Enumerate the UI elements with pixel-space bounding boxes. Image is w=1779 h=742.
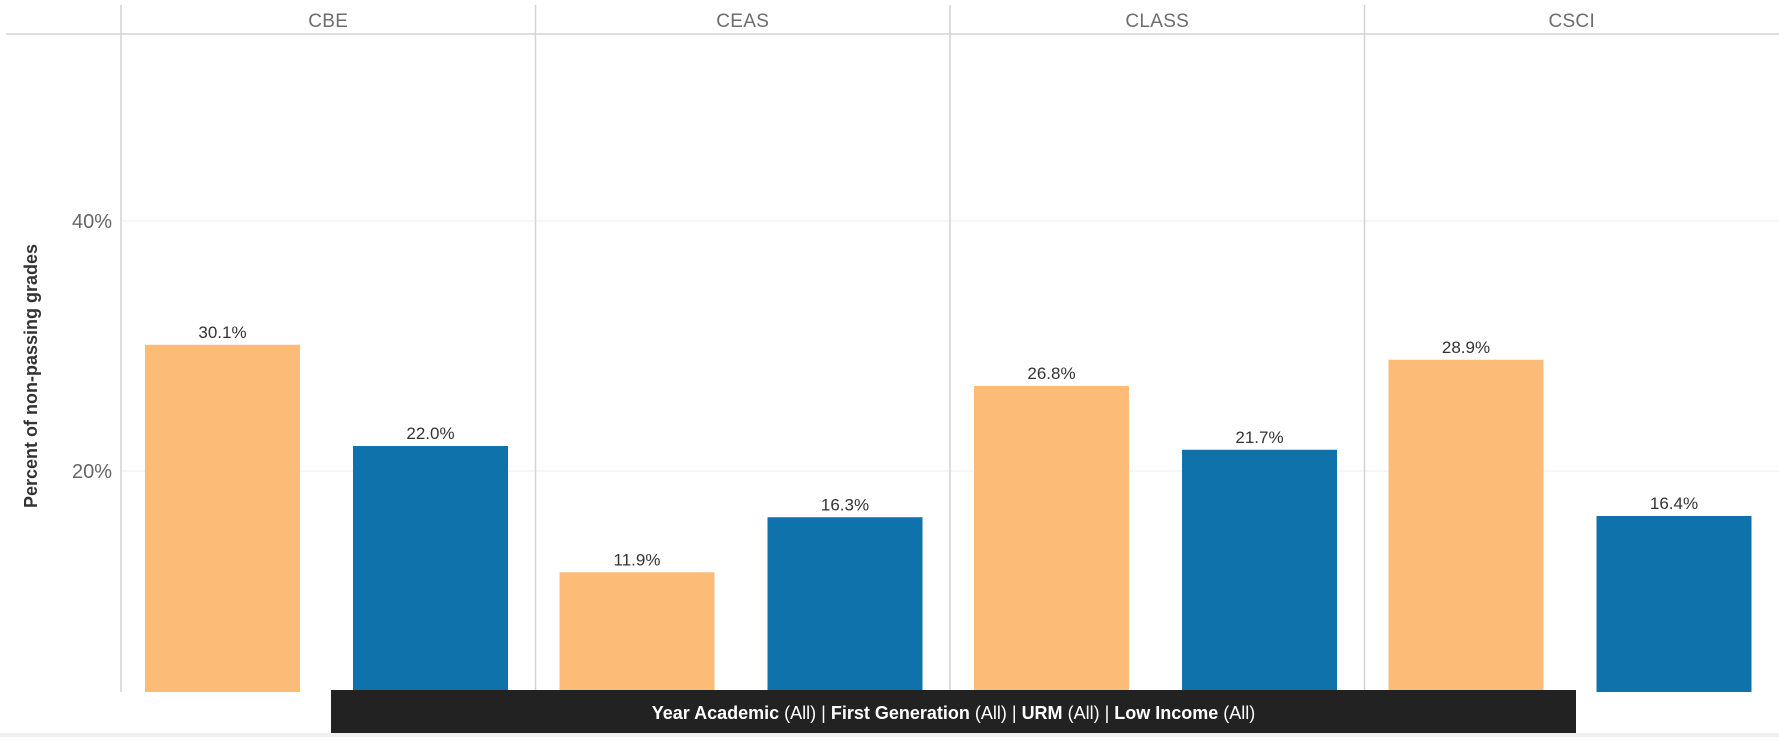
- filter-separator: |: [1104, 703, 1110, 723]
- data-label: 22.0%: [406, 424, 454, 443]
- labels-layer: 30.1% 22.0% 11.9% 16.3% 26.8% 21.7% 28.9% 16.4%: [198, 323, 1698, 570]
- bar: [145, 344, 300, 692]
- bar: [1596, 516, 1752, 692]
- data-label: 16.3%: [821, 495, 869, 514]
- y-tick-label: 40%: [72, 211, 112, 233]
- panel-title: CLASS: [1125, 11, 1189, 32]
- bar: [974, 386, 1129, 692]
- panel-title: CBE: [308, 11, 348, 32]
- filter-separator: |: [821, 703, 826, 723]
- bars-layer: [145, 344, 1752, 692]
- filter-value: (All): [1223, 703, 1256, 723]
- filter-value: (All): [784, 703, 817, 723]
- filter-name: URM: [1021, 703, 1063, 723]
- data-label: 16.4%: [1650, 494, 1698, 513]
- panel-title: CSCI: [1548, 11, 1595, 32]
- data-label: 26.8%: [1027, 364, 1075, 383]
- filter-low-income[interactable]: Low Income (All): [1114, 703, 1255, 724]
- data-label: 28.9%: [1442, 338, 1490, 357]
- filter-year-academic[interactable]: Year Academic (All): [652, 703, 816, 724]
- filter-value: (All): [974, 703, 1007, 723]
- filter-name: Year Academic: [651, 703, 780, 723]
- y-axis-title: Percent of non-passing grades: [21, 244, 41, 508]
- panel-title: CEAS: [716, 11, 769, 32]
- filter-summary-bar: Year Academic (All) | First Generation (…: [331, 690, 1576, 737]
- filter-urm[interactable]: URM (All): [1022, 703, 1100, 724]
- data-label: 30.1%: [198, 323, 246, 342]
- bar: [767, 517, 923, 692]
- data-label: 21.7%: [1235, 428, 1283, 447]
- axis-layer: 20% 40% CBE CEAS CLASS CSCI: [6, 5, 1779, 692]
- bar: [1388, 359, 1544, 692]
- data-label: 11.9%: [614, 550, 661, 569]
- filter-value: (All): [1067, 703, 1100, 723]
- bar: [1182, 449, 1337, 692]
- bar: [559, 572, 715, 692]
- y-tick-label: 20%: [72, 461, 112, 483]
- filter-name: Low Income: [1114, 703, 1219, 723]
- bar: [353, 446, 508, 692]
- filter-name: First Generation: [830, 703, 970, 723]
- filter-separator: |: [1011, 703, 1017, 723]
- filter-first-generation[interactable]: First Generation (All): [831, 703, 1007, 724]
- bottom-strip: [0, 733, 1779, 737]
